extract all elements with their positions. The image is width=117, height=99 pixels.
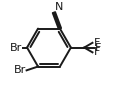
- Text: Br: Br: [10, 43, 22, 53]
- Text: N: N: [55, 2, 63, 12]
- Text: F: F: [93, 47, 100, 57]
- Text: F: F: [95, 43, 101, 53]
- Text: Br: Br: [13, 65, 26, 75]
- Text: F: F: [93, 38, 100, 48]
